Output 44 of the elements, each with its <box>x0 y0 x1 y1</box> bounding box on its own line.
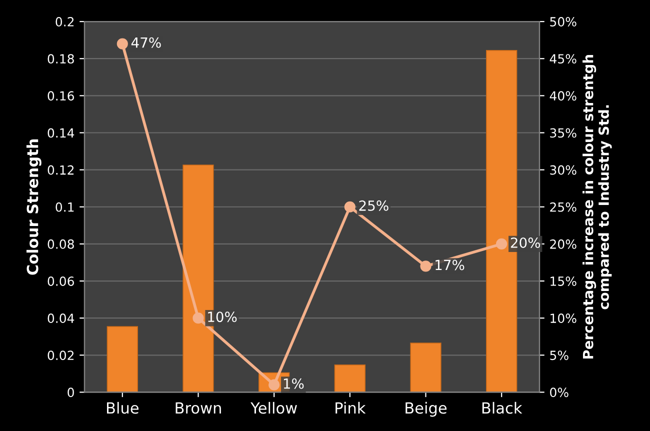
y2-tick-label: 10% <box>550 314 576 324</box>
y2-tick-label: 40% <box>550 91 576 101</box>
x-tick-label: Yellow <box>250 402 297 414</box>
y2-tick-label: 50% <box>550 17 576 26</box>
point <box>344 201 356 212</box>
x-tick-label: Black <box>482 402 522 414</box>
y-tick-label: 0.06 <box>48 276 74 286</box>
point <box>192 312 204 324</box>
x-tick-label: Brown <box>176 402 221 414</box>
y-tick-label: 0.02 <box>48 350 74 360</box>
data-label: 20% <box>510 237 540 248</box>
y-tick-label: 0.1 <box>56 202 74 212</box>
y-tick-label: 0.04 <box>48 314 74 324</box>
point <box>116 38 128 50</box>
y2-tick-label: 30% <box>550 165 576 175</box>
y-tick-label: 0 <box>68 388 74 398</box>
y-axis-title: Colour Strength <box>26 139 42 275</box>
y-tick-label: 0.14 <box>48 128 74 138</box>
bar <box>410 342 442 392</box>
y-tick-label: 0.18 <box>48 54 74 64</box>
y2-tick-label: 0% <box>550 388 568 398</box>
data-label: 10% <box>208 312 237 322</box>
point <box>496 238 508 250</box>
bar <box>106 326 138 392</box>
y-tick-label: 0.2 <box>56 17 74 26</box>
data-label: 17% <box>436 260 464 270</box>
x-tick-label: Beige <box>406 402 447 417</box>
data-label: 25% <box>359 200 388 211</box>
point <box>420 260 432 272</box>
y2-axis-title: Percentage increase in colour strentgh compared to Industry Std. <box>582 55 612 359</box>
y-tick-label: 0.08 <box>48 239 74 249</box>
bar <box>334 364 366 392</box>
x-tick-label: Blue <box>107 402 139 414</box>
y2-tick-label: 25% <box>550 202 576 212</box>
y2-tick-label: 45% <box>550 54 576 64</box>
x-tick-label: Pink <box>336 402 366 414</box>
y2-tick-label: 20% <box>550 239 576 249</box>
y-tick-label: 0.16 <box>48 91 74 101</box>
y-tick-label: 0.12 <box>48 165 74 175</box>
y2-tick-label: 35% <box>550 128 576 138</box>
y2-tick-label: 5% <box>550 350 568 360</box>
data-label: 47% <box>131 37 161 48</box>
data-label: 1% <box>284 378 304 389</box>
y2-tick-label: 15% <box>550 276 576 286</box>
